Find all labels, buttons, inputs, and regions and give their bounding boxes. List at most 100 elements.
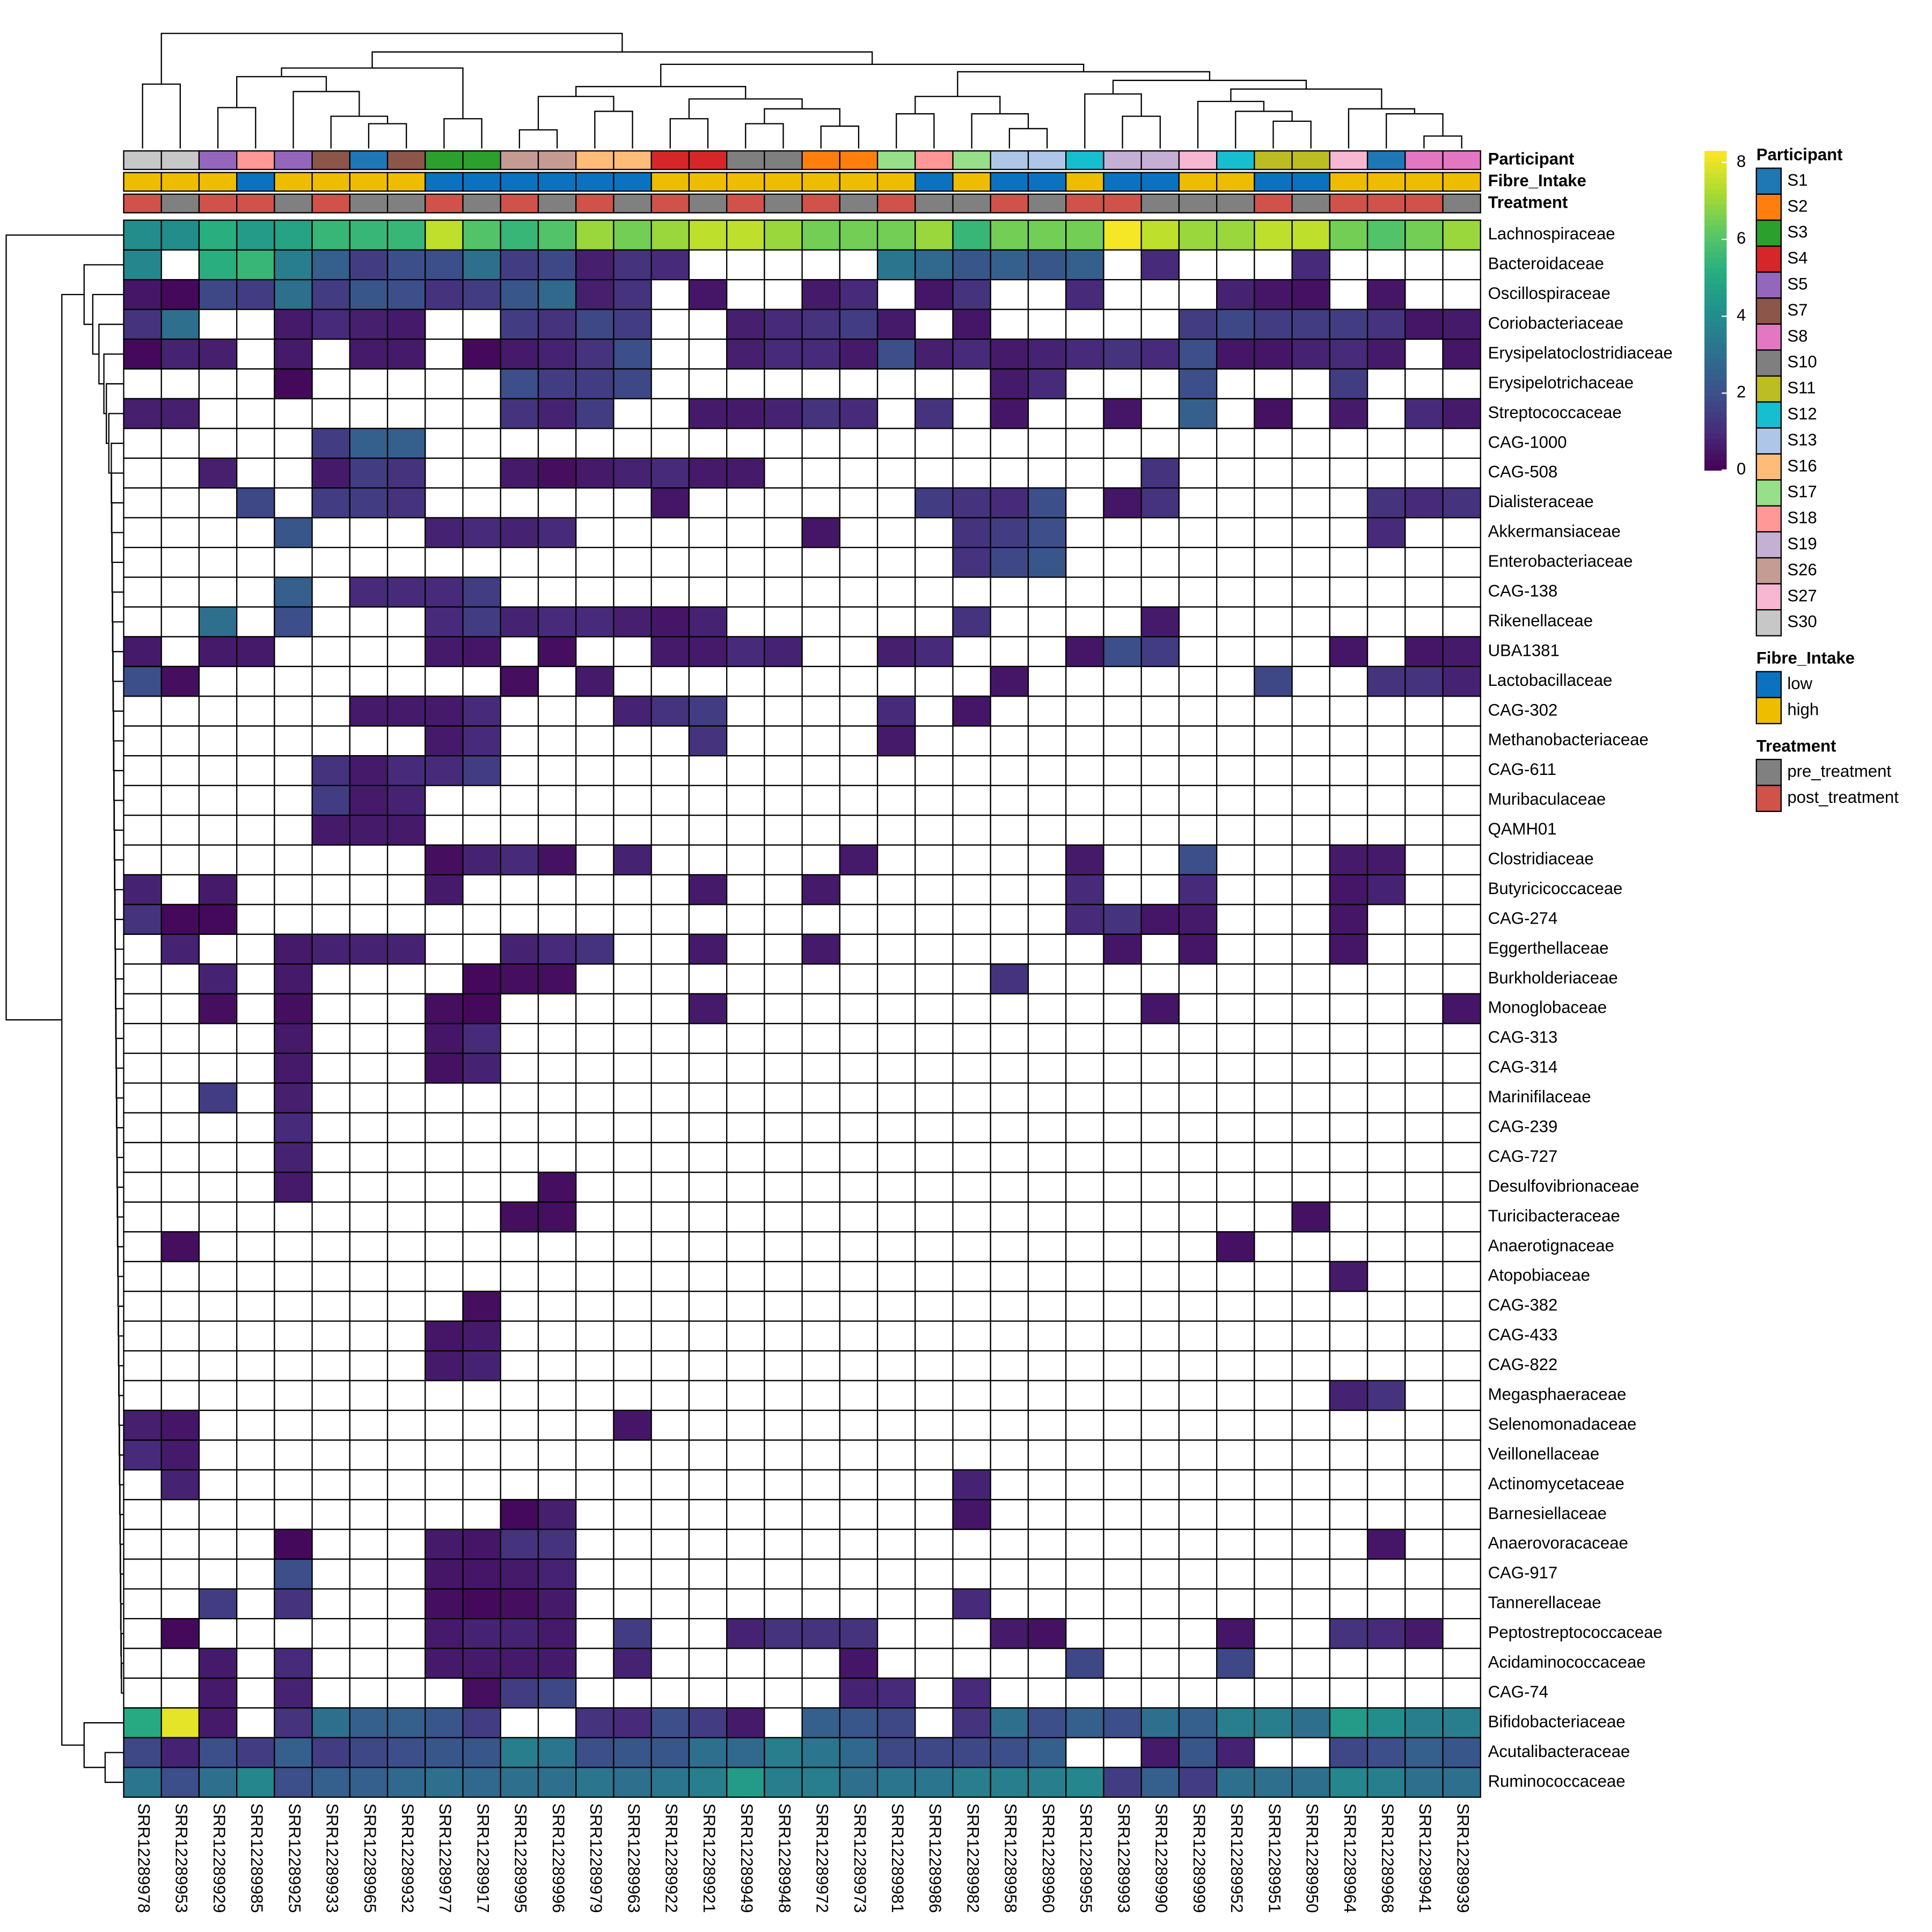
empty-cell	[990, 1648, 1029, 1679]
empty-cell	[236, 398, 275, 429]
empty-cell	[236, 457, 275, 489]
empty-cell	[1404, 1469, 1444, 1501]
heatmap-cell	[274, 1767, 313, 1798]
heatmap-cell	[1329, 933, 1368, 965]
empty-cell	[236, 1439, 275, 1471]
heatmap-cell	[198, 963, 238, 994]
empty-cell	[311, 874, 351, 905]
empty-cell	[650, 1112, 690, 1144]
empty-cell	[198, 1439, 238, 1471]
empty-cell	[236, 1172, 275, 1203]
empty-cell	[236, 933, 275, 965]
empty-cell	[1027, 457, 1067, 489]
colorbar-segment	[1704, 241, 1727, 247]
heatmap-cell	[726, 338, 765, 370]
empty-cell	[650, 338, 690, 370]
heatmap-cell	[425, 1707, 464, 1739]
empty-cell	[764, 1707, 803, 1739]
heatmap-cell	[198, 1648, 238, 1679]
empty-cell	[726, 874, 765, 905]
empty-cell	[613, 1052, 652, 1084]
empty-cell	[1140, 1231, 1180, 1262]
empty-cell	[160, 1201, 200, 1233]
empty-cell	[650, 785, 690, 816]
empty-cell	[1103, 517, 1142, 548]
heatmap-cell	[839, 1737, 879, 1768]
empty-cell	[274, 1409, 313, 1441]
empty-cell	[1329, 696, 1368, 727]
empty-cell	[1103, 785, 1142, 816]
empty-cell	[613, 933, 652, 965]
heatmap-cell	[575, 309, 614, 340]
heatmap-cell	[1178, 1767, 1218, 1798]
empty-cell	[311, 1350, 351, 1381]
empty-cell	[311, 1588, 351, 1620]
empty-cell	[236, 1618, 275, 1649]
heatmap-cell	[160, 1469, 200, 1501]
empty-cell	[425, 1291, 464, 1322]
empty-cell	[1216, 814, 1255, 846]
column-label: SRR12289952	[1227, 1803, 1246, 1913]
heatmap-cell	[613, 1618, 652, 1649]
heatmap-cell	[613, 279, 652, 310]
column-label: SRR12289996	[549, 1803, 568, 1913]
heatmap-cell	[425, 993, 464, 1024]
row-label: CAG-314	[1488, 1058, 1558, 1077]
heatmap-cell	[952, 249, 991, 281]
empty-cell	[1216, 1677, 1255, 1709]
empty-cell	[990, 1528, 1029, 1560]
empty-cell	[500, 428, 539, 459]
empty-cell	[462, 665, 501, 697]
heatmap-cell	[1404, 398, 1444, 429]
annotation-cell	[688, 172, 728, 192]
empty-cell	[1178, 606, 1218, 638]
empty-cell	[952, 1409, 991, 1441]
heatmap-cell	[1329, 309, 1368, 340]
empty-cell	[274, 1618, 313, 1649]
empty-cell	[839, 1231, 879, 1262]
heatmap-cell	[1140, 1767, 1180, 1798]
empty-cell	[726, 1648, 765, 1679]
row-label: Selenomonadaceae	[1488, 1415, 1637, 1433]
empty-cell	[764, 844, 803, 876]
heatmap-cell	[462, 1528, 501, 1560]
legend-title: Fibre_Intake	[1757, 649, 1855, 668]
heatmap-cell	[764, 1618, 803, 1649]
empty-cell	[726, 279, 765, 310]
empty-cell	[876, 1261, 916, 1292]
empty-cell	[1254, 785, 1293, 816]
heatmap-cell	[1065, 844, 1104, 876]
empty-cell	[1254, 1261, 1293, 1292]
empty-cell	[650, 1469, 690, 1501]
empty-cell	[386, 665, 426, 697]
empty-cell	[1254, 1618, 1293, 1649]
column-label: SRR12289925	[285, 1803, 304, 1913]
annotation-cell	[801, 150, 841, 170]
empty-cell	[1254, 1023, 1293, 1054]
heatmap-cell	[613, 338, 652, 370]
legend-swatch	[1755, 453, 1782, 481]
empty-cell	[1027, 1648, 1067, 1679]
empty-cell	[1140, 1023, 1180, 1054]
colorbar-segment	[1704, 310, 1727, 317]
dendrogram-branch	[160, 33, 623, 84]
empty-cell	[952, 725, 991, 757]
empty-cell	[1254, 606, 1293, 638]
empty-cell	[1216, 904, 1255, 935]
empty-cell	[914, 1201, 954, 1233]
empty-cell	[123, 1291, 162, 1322]
heatmap-cell	[688, 933, 728, 965]
heatmap-cell	[1140, 636, 1180, 668]
empty-cell	[1103, 546, 1142, 578]
empty-cell	[386, 844, 426, 876]
empty-cell	[1178, 1648, 1218, 1679]
empty-cell	[123, 1320, 162, 1352]
empty-cell	[1404, 725, 1444, 757]
empty-cell	[613, 428, 652, 459]
empty-cell	[1329, 457, 1368, 489]
empty-cell	[1329, 963, 1368, 994]
colorbar-segment	[1704, 172, 1727, 178]
column-label: SRR12289960	[1039, 1803, 1058, 1913]
empty-cell	[1254, 636, 1293, 668]
empty-cell	[160, 1528, 200, 1560]
